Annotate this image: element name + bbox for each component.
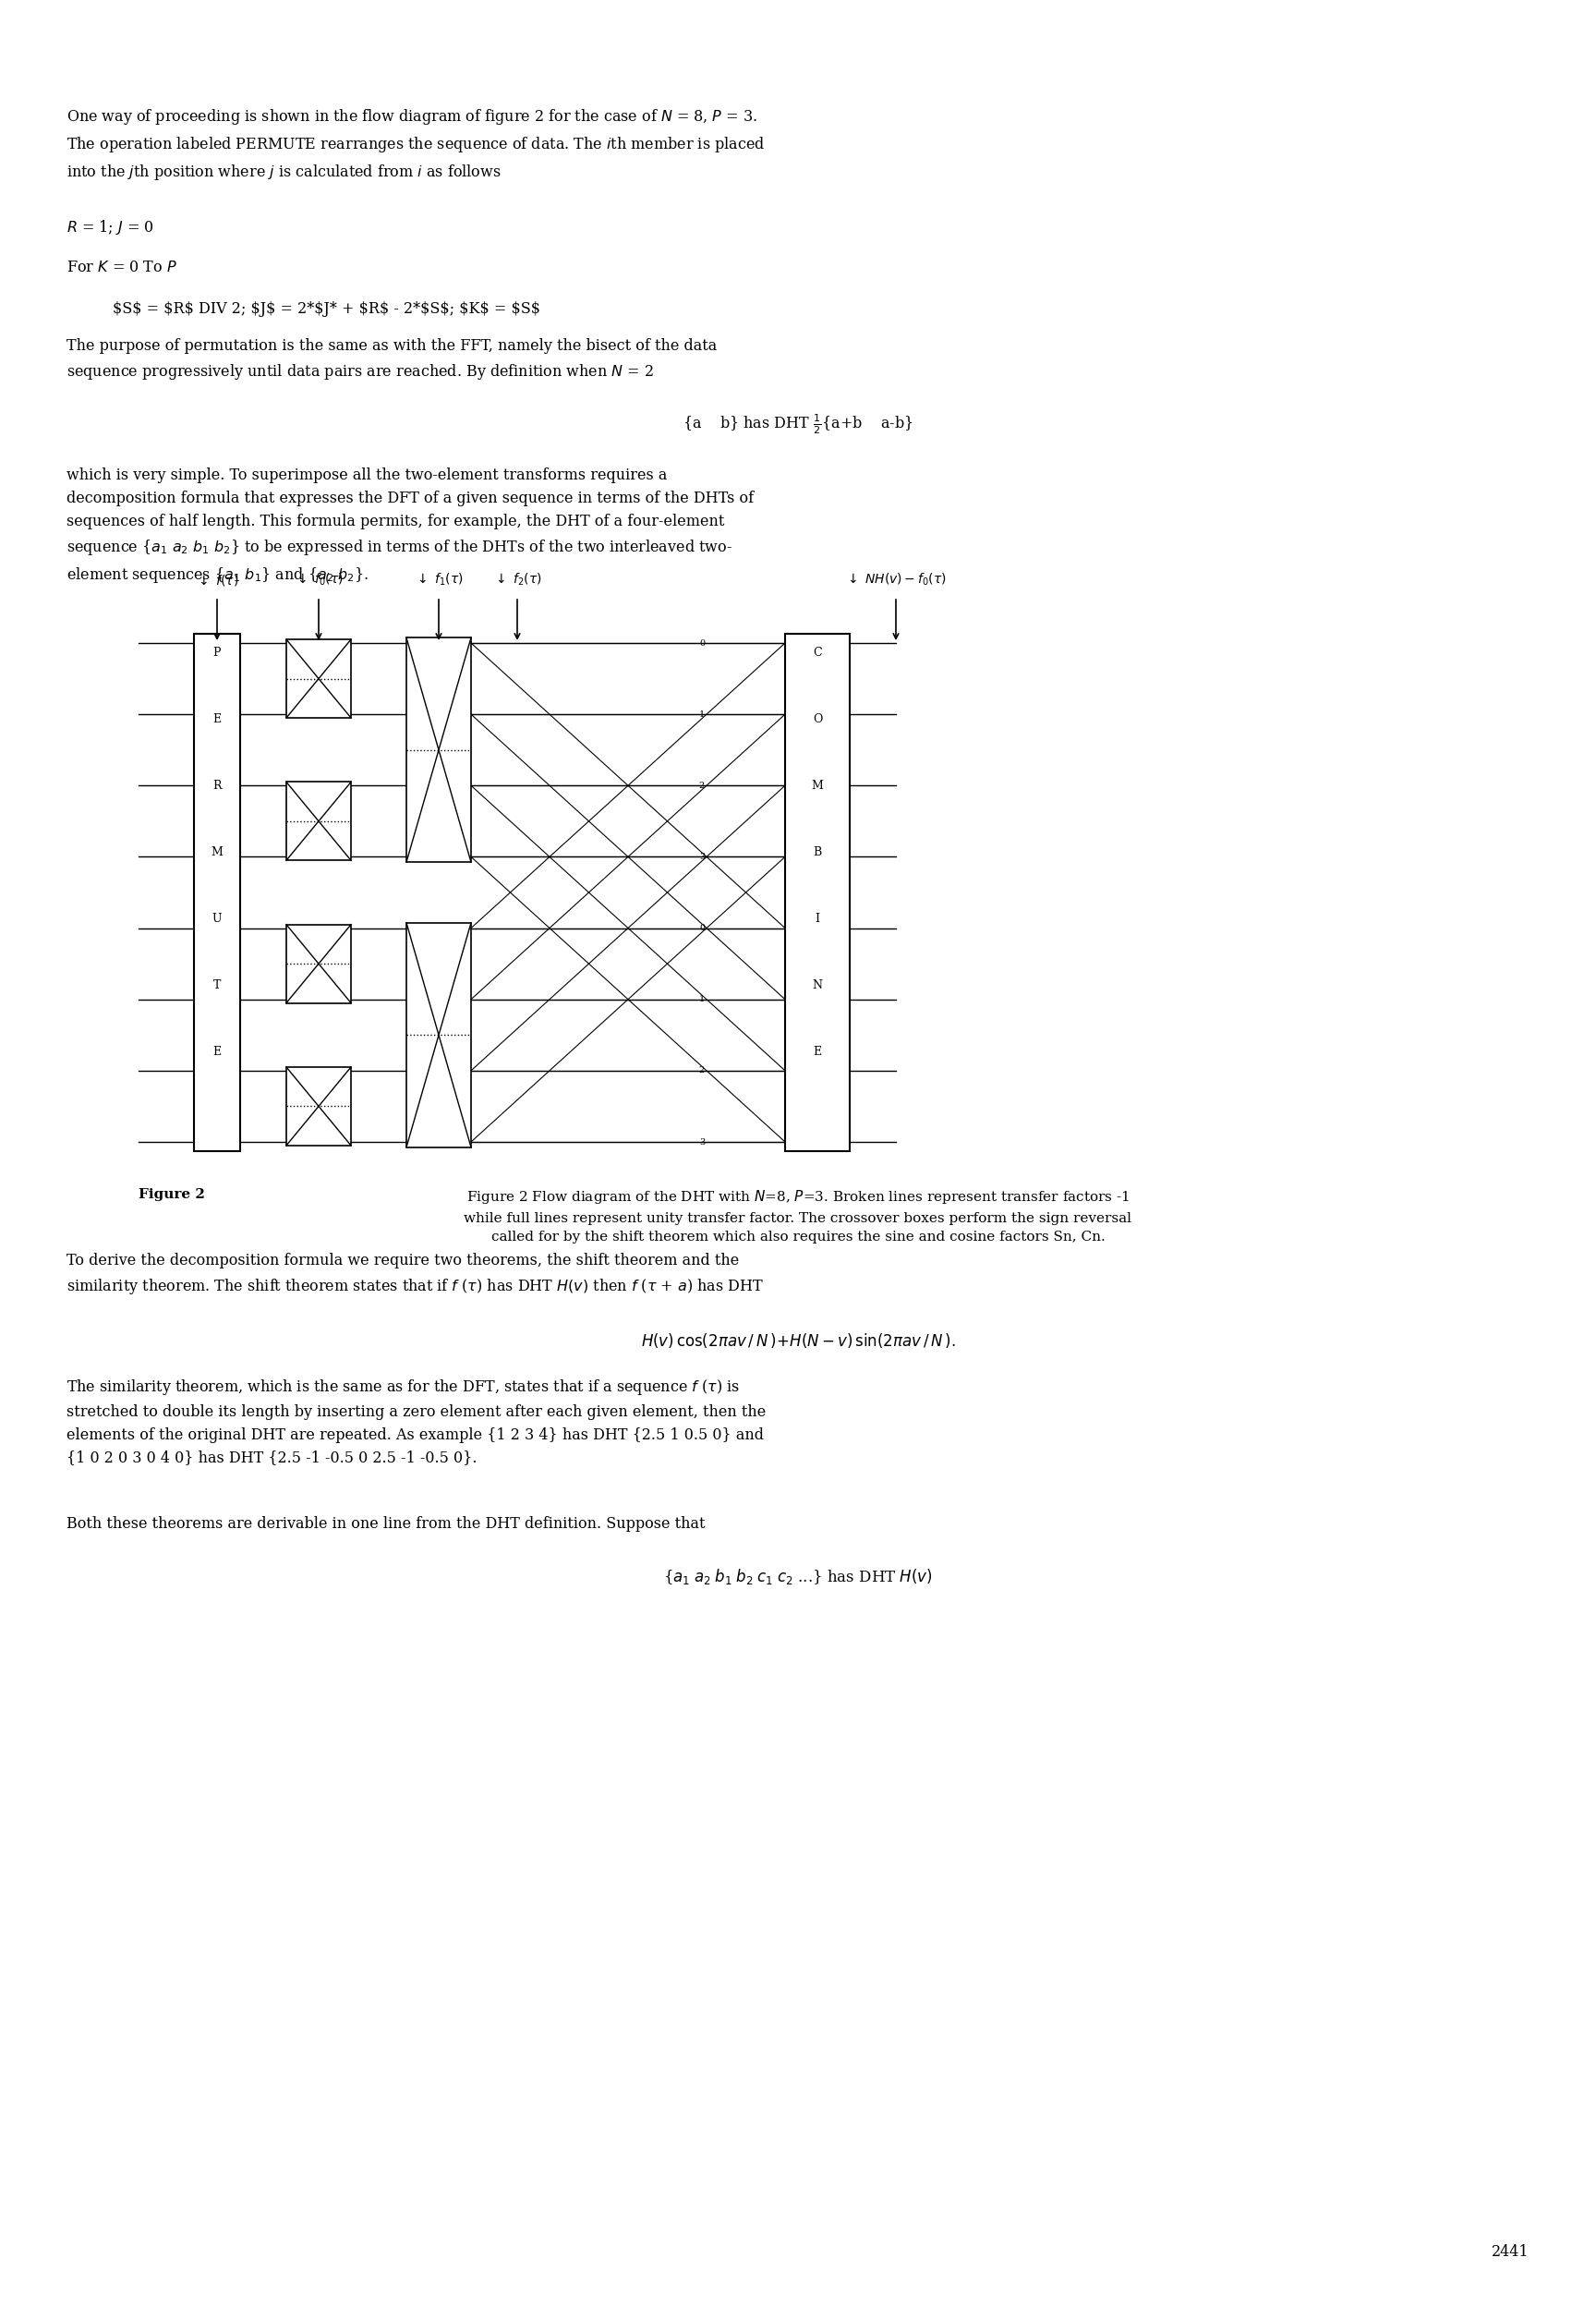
- Text: E: E: [814, 1045, 822, 1058]
- Text: 3: 3: [699, 853, 705, 860]
- Text: $R$ = 1; $J$ = 0: $R$ = 1; $J$ = 0: [67, 219, 153, 238]
- Text: The purpose of permutation is the same as with the FFT, namely the bisect of the: The purpose of permutation is the same a…: [67, 339, 717, 380]
- Text: M: M: [811, 779, 824, 791]
- Text: 2441: 2441: [1492, 2244, 1529, 2260]
- Bar: [286, 639, 351, 717]
- Bar: [286, 1068, 351, 1146]
- Text: 2: 2: [699, 782, 705, 789]
- Text: 1: 1: [699, 710, 705, 719]
- Text: $\downarrow$ $f_0(\tau)$: $\downarrow$ $f_0(\tau)$: [294, 572, 343, 588]
- Text: E: E: [212, 713, 222, 724]
- Text: 2: 2: [699, 1065, 705, 1075]
- Text: O: O: [812, 713, 822, 724]
- Text: E: E: [212, 1045, 222, 1058]
- Text: which is very simple. To superimpose all the two-element transforms requires a
d: which is very simple. To superimpose all…: [67, 468, 753, 583]
- Text: N: N: [812, 978, 822, 992]
- Bar: [286, 925, 351, 1003]
- Text: T: T: [214, 978, 220, 992]
- Text: For $K$ = 0 To $P$: For $K$ = 0 To $P$: [67, 261, 177, 274]
- Text: $\downarrow$ $NH(v) - f_0(\tau)$: $\downarrow$ $NH(v) - f_0(\tau)$: [846, 572, 946, 588]
- Text: M: M: [211, 846, 223, 858]
- Text: The similarity theorem, which is the same as for the DFT, states that if a seque: The similarity theorem, which is the sam…: [67, 1377, 766, 1467]
- Text: 3: 3: [699, 1137, 705, 1146]
- Text: U: U: [212, 913, 222, 925]
- Text: 0: 0: [699, 925, 705, 932]
- Text: 1: 1: [699, 996, 705, 1003]
- Text: {$a_1\; a_2\; b_1\; b_2\; c_1\; c_2$ ...} has DHT $H(v)$: {$a_1\; a_2\; b_1\; b_2\; c_1\; c_2$ ...…: [664, 1566, 932, 1587]
- Text: $\downarrow$ $f(\tau)$: $\downarrow$ $f(\tau)$: [196, 572, 238, 588]
- Text: To derive the decomposition formula we require two theorems, the shift theorem a: To derive the decomposition formula we r…: [67, 1252, 764, 1296]
- Bar: [407, 639, 471, 862]
- Text: $H(v)\, \cos(2\pi av\, /\, N\,)\!+\! H(N - v)\, \sin(2\pi av\, /\, N\,).$: $H(v)\, \cos(2\pi av\, /\, N\,)\!+\! H(N…: [640, 1331, 956, 1349]
- Text: {a    b} has DHT $\frac{1}{2}${a+b    a-b}: {a b} has DHT $\frac{1}{2}${a+b a-b}: [683, 413, 913, 436]
- Text: C: C: [812, 646, 822, 657]
- Text: R: R: [212, 779, 222, 791]
- Text: Figure 2 Flow diagram of the DHT with $N$=8, $P$=3. Broken lines represent trans: Figure 2 Flow diagram of the DHT with $N…: [464, 1188, 1132, 1243]
- Text: 0: 0: [699, 639, 705, 648]
- Text: I: I: [816, 913, 820, 925]
- Bar: [407, 922, 471, 1148]
- Text: One way of proceeding is shown in the flow diagram of figure 2 for the case of $: One way of proceeding is shown in the fl…: [67, 106, 764, 182]
- Text: $\downarrow$ $f_1(\tau)$: $\downarrow$ $f_1(\tau)$: [415, 572, 463, 588]
- Text: Figure 2: Figure 2: [139, 1188, 204, 1201]
- Text: $\downarrow$ $f_2(\tau)$: $\downarrow$ $f_2(\tau)$: [493, 572, 541, 588]
- Bar: [195, 634, 239, 1151]
- Bar: [785, 634, 849, 1151]
- Text: Both these theorems are derivable in one line from the DHT definition. Suppose t: Both these theorems are derivable in one…: [67, 1515, 705, 1531]
- Bar: [286, 782, 351, 860]
- Text: $S$ = $R$ DIV 2; $J$ = 2*$J* + $R$ - 2*$S$; $K$ = $S$: $S$ = $R$ DIV 2; $J$ = 2*$J* + $R$ - 2*$…: [113, 302, 541, 316]
- Text: P: P: [214, 646, 220, 657]
- Text: B: B: [812, 846, 822, 858]
